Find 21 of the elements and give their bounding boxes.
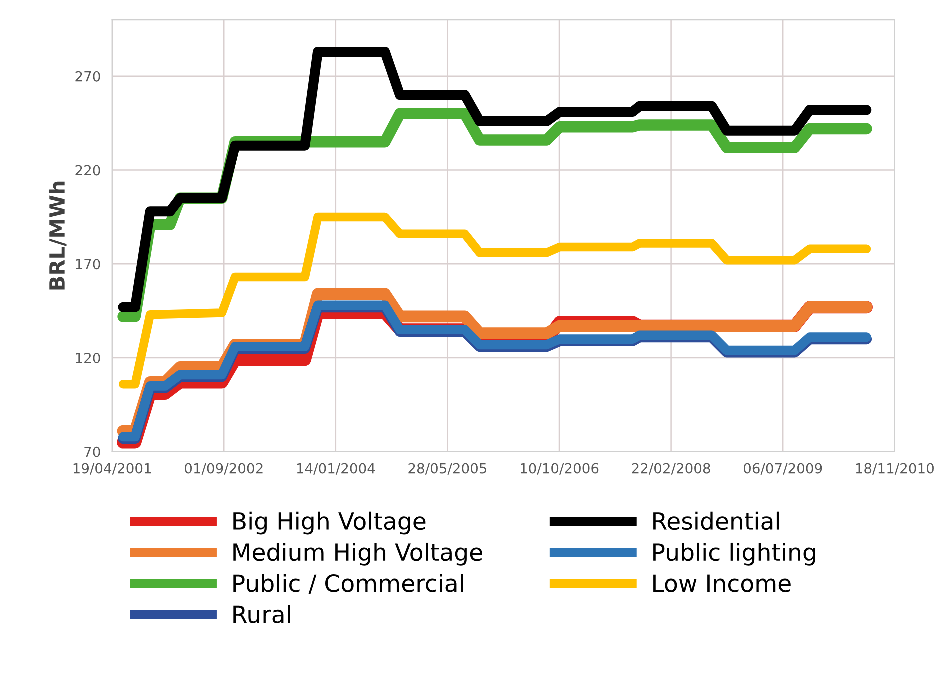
legend-label: Public / Commercial	[234, 574, 464, 594]
x-tick-label: 14/01/2004	[297, 463, 376, 475]
legend-label: Low Income	[654, 574, 791, 592]
x-tick-label: 19/04/2001	[74, 463, 152, 475]
y-axis-title: BRL/MWh	[48, 182, 67, 290]
x-tick-label: 18/11/2010	[856, 463, 934, 475]
y-tick-label: 270	[76, 71, 100, 82]
y-tick-label: 220	[76, 165, 100, 176]
x-tick-label: 22/02/2008	[632, 463, 710, 475]
x-tick-label: 01/09/2002	[185, 463, 263, 475]
legend-label: Big High Voltage	[234, 512, 426, 535]
legend-label: Public lighting	[654, 542, 816, 566]
y-tick-label: 120	[76, 352, 100, 364]
legend-label: Medium High Voltage	[234, 542, 482, 566]
legend-label: Rural	[234, 605, 290, 624]
x-tick-label: 06/07/2009	[744, 463, 822, 475]
legend-label: Residential	[654, 512, 780, 530]
x-tick-label: 28/05/2005	[408, 463, 487, 475]
y-tick-label: 70	[84, 446, 100, 458]
y-tick-label: 170	[76, 259, 100, 270]
x-tick-label: 10/10/2006	[521, 463, 599, 475]
